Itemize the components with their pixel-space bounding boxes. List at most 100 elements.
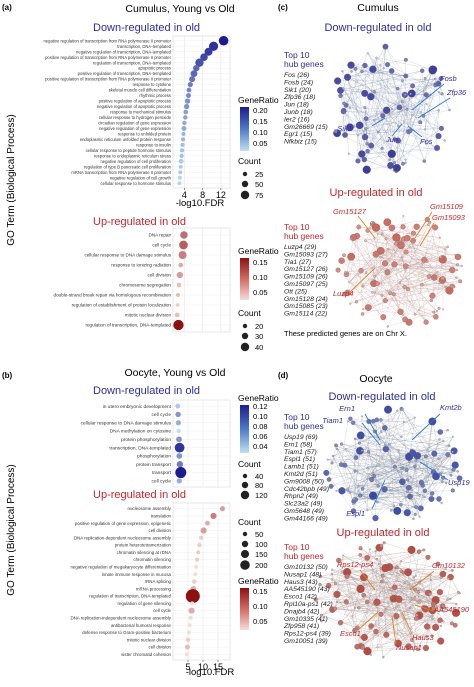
network-node bbox=[365, 600, 369, 604]
network-node bbox=[373, 629, 378, 634]
network-node bbox=[449, 455, 451, 457]
network-node bbox=[354, 67, 357, 70]
network-node bbox=[373, 251, 379, 257]
panel-b: (b) Oocyte, Young vs Old GO Term (Biolog… bbox=[2, 367, 279, 678]
network-node bbox=[401, 408, 403, 410]
network-node bbox=[382, 656, 384, 658]
network-node bbox=[373, 275, 375, 277]
network-node bbox=[347, 253, 355, 261]
network-node bbox=[421, 257, 426, 262]
term-label: cell division bbox=[148, 273, 172, 278]
term-label: positive regulation of apoptotic process bbox=[99, 99, 171, 104]
network-node bbox=[354, 607, 356, 609]
hub-gene: Gm44166 (49) bbox=[284, 515, 328, 522]
data-point bbox=[192, 579, 196, 583]
network-node bbox=[451, 447, 458, 454]
network-node bbox=[361, 634, 368, 641]
network-node bbox=[404, 582, 406, 584]
network-node bbox=[334, 78, 341, 85]
gene-ratio-tick: 0.05 bbox=[253, 617, 268, 626]
gene-ratio-tick: 0.12 bbox=[253, 402, 268, 411]
network-node bbox=[383, 67, 385, 69]
hub-gene: Kmt2d (51) bbox=[284, 471, 318, 478]
data-point bbox=[210, 513, 216, 519]
network-node bbox=[344, 74, 351, 81]
network-node bbox=[444, 249, 446, 251]
network-node bbox=[340, 443, 343, 446]
network-node bbox=[408, 546, 416, 554]
network-node bbox=[345, 448, 347, 450]
network-node bbox=[361, 312, 364, 315]
term-label: negative regulation of transcription fro… bbox=[43, 38, 171, 43]
count-legend-dot bbox=[243, 172, 247, 176]
network-node bbox=[394, 613, 400, 619]
data-point bbox=[180, 154, 184, 158]
gene-ratio-tick: 0.15 bbox=[253, 258, 268, 267]
network-node bbox=[377, 647, 379, 649]
network-node bbox=[361, 487, 364, 490]
network-node bbox=[357, 135, 359, 137]
panel-a-y-axis-label: GO Term (Biological Process) bbox=[6, 114, 17, 246]
network-node bbox=[334, 444, 338, 448]
network-node bbox=[445, 482, 447, 484]
network-node bbox=[409, 601, 411, 603]
term-label: endoplasmic reticulum unfolded protein r… bbox=[80, 137, 172, 142]
network-node bbox=[365, 272, 367, 274]
term-label: translation bbox=[151, 514, 172, 519]
network-node bbox=[336, 490, 338, 492]
network-node bbox=[342, 132, 347, 137]
panel-a-label: (a) bbox=[2, 3, 12, 12]
network-node bbox=[352, 615, 354, 617]
panel-b-x-axis-label: -log10.FDR bbox=[186, 667, 235, 678]
network-node bbox=[349, 492, 351, 494]
data-point bbox=[180, 143, 184, 147]
network-node bbox=[383, 541, 386, 544]
term-label: response to mechanical stimulus bbox=[110, 110, 171, 115]
network-node bbox=[411, 489, 413, 491]
data-point bbox=[175, 467, 186, 478]
count-title: Count bbox=[238, 308, 261, 318]
gene-ratio-colorbar bbox=[240, 405, 249, 453]
data-point bbox=[183, 110, 188, 115]
term-label: cell cycle bbox=[152, 412, 172, 418]
hub-gene: Gm15127 (26) bbox=[284, 266, 328, 273]
data-point bbox=[196, 550, 200, 554]
network-node bbox=[439, 282, 441, 284]
network-node bbox=[443, 621, 445, 623]
network-node bbox=[404, 235, 410, 241]
network-node bbox=[409, 450, 416, 457]
network-node bbox=[327, 459, 329, 461]
network-node bbox=[372, 279, 374, 281]
panel-a-up-legend: GeneRatio 0.15 0.10 0.05 Count 20 30 40 bbox=[238, 246, 279, 352]
network-node bbox=[455, 277, 457, 279]
hub-gene: Gm15085 (23) bbox=[284, 303, 328, 310]
network-node bbox=[360, 70, 363, 73]
network-node bbox=[365, 304, 371, 310]
data-point bbox=[181, 126, 186, 131]
network-node bbox=[389, 68, 394, 73]
network-node bbox=[429, 66, 437, 74]
network-node bbox=[363, 583, 365, 585]
network-node bbox=[334, 582, 337, 585]
network-node bbox=[404, 509, 411, 516]
term-label: response to cytokine bbox=[133, 82, 172, 87]
network-node bbox=[339, 462, 343, 466]
network-node bbox=[410, 93, 412, 95]
network-node bbox=[361, 90, 368, 97]
panel-d-up-heading: Up-regulated in old bbox=[337, 527, 430, 539]
hub-gene: Fos (26) bbox=[284, 72, 309, 79]
network-node bbox=[351, 421, 355, 425]
network-node bbox=[388, 159, 390, 161]
hub-gene: Gm26669 (15) bbox=[284, 124, 328, 131]
data-point bbox=[199, 536, 203, 540]
callout-label: Espl1 bbox=[346, 509, 365, 518]
data-point bbox=[185, 645, 190, 650]
network-node bbox=[441, 93, 444, 96]
gene-ratio-tick: 0.05 bbox=[253, 288, 268, 297]
network-node bbox=[368, 143, 374, 149]
network-node bbox=[414, 513, 417, 516]
network-node bbox=[441, 502, 443, 504]
count-tick: 20 bbox=[255, 322, 263, 331]
data-point bbox=[176, 303, 180, 307]
